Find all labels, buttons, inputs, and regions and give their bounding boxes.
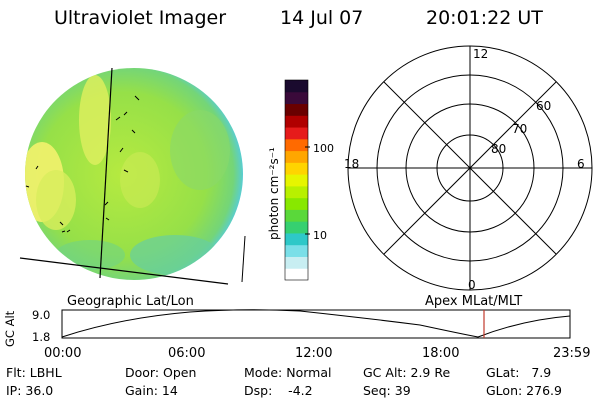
colorbar-segment [285, 80, 308, 93]
info-mode: Mode: Normal [244, 365, 332, 380]
colorbar-segment [285, 127, 308, 140]
info-door: Door: Open [125, 365, 197, 380]
info-seq: Seq: 39 [363, 383, 411, 398]
geographic-coords-label: Geographic Lat/Lon [67, 294, 194, 309]
colorbar-segment [285, 162, 308, 175]
info-glat: GLat: 7.9 [486, 365, 552, 380]
orbit-y-max: 9.0 [32, 308, 50, 322]
colorbar-label-100: 100 [313, 142, 334, 155]
colorbar-segment [285, 174, 308, 187]
orbit-x-tick-2359: 23:59 [553, 346, 591, 361]
orbit-x-tick-0000: 00:00 [44, 346, 82, 361]
info-glon: GLon: 276.9 [486, 383, 562, 398]
colorbar-segment [285, 197, 308, 210]
colorbar-segment [285, 115, 308, 128]
info-gc-alt: GC Alt: 2.9 Re [363, 365, 451, 380]
time: 20:01:22 UT [426, 7, 543, 29]
polar-label-top: 12 [473, 47, 488, 61]
date: 14 Jul 07 [280, 7, 364, 29]
colorbar-segment [285, 256, 308, 269]
orbit-x-tick-1200: 12:00 [295, 346, 333, 361]
info-gain: Gain: 14 [125, 383, 178, 398]
colorbar-segment [285, 221, 308, 234]
orbit-altitude-curve [61, 309, 571, 338]
uv-globe-image [19, 67, 246, 285]
colorbar-segment [285, 138, 308, 152]
polar-dial [347, 45, 593, 291]
colorbar [284, 79, 310, 281]
polar-label-right: 6 [577, 157, 585, 171]
colorbar-segment [285, 268, 308, 281]
orbit-y-axis-label: GC Alt [3, 310, 17, 347]
title: Ultraviolet Imager [54, 7, 227, 29]
orbit-plot [61, 309, 571, 339]
colorbar-segment [285, 209, 308, 222]
colorbar-unit-label: photon cm⁻²s⁻¹ [267, 147, 281, 240]
info-filter: Flt: LBHL [6, 365, 62, 380]
polar-label-left: 18 [344, 157, 359, 171]
colorbar-label-10: 10 [313, 229, 327, 242]
apex-coords-label: Apex MLat/MLT [425, 294, 523, 309]
polar-ring-label-60: 60 [536, 99, 551, 113]
info-dsp: Dsp: -4.2 [244, 383, 313, 398]
orbit-x-tick-0600: 06:00 [168, 346, 206, 361]
polar-ring-label-80: 80 [491, 142, 506, 156]
info-ip: IP: 36.0 [6, 383, 54, 398]
colorbar-segment [285, 103, 308, 116]
colorbar-segment [285, 244, 308, 257]
orbit-x-tick-1800: 18:00 [422, 346, 460, 361]
polar-label-bottom: 0 [468, 278, 476, 292]
colorbar-segment [285, 232, 308, 246]
orbit-y-min: 1.8 [32, 330, 50, 344]
polar-ring-label-70: 70 [512, 122, 527, 136]
colorbar-segment [285, 91, 308, 105]
colorbar-segment [285, 150, 308, 163]
colorbar-segment [285, 185, 308, 199]
